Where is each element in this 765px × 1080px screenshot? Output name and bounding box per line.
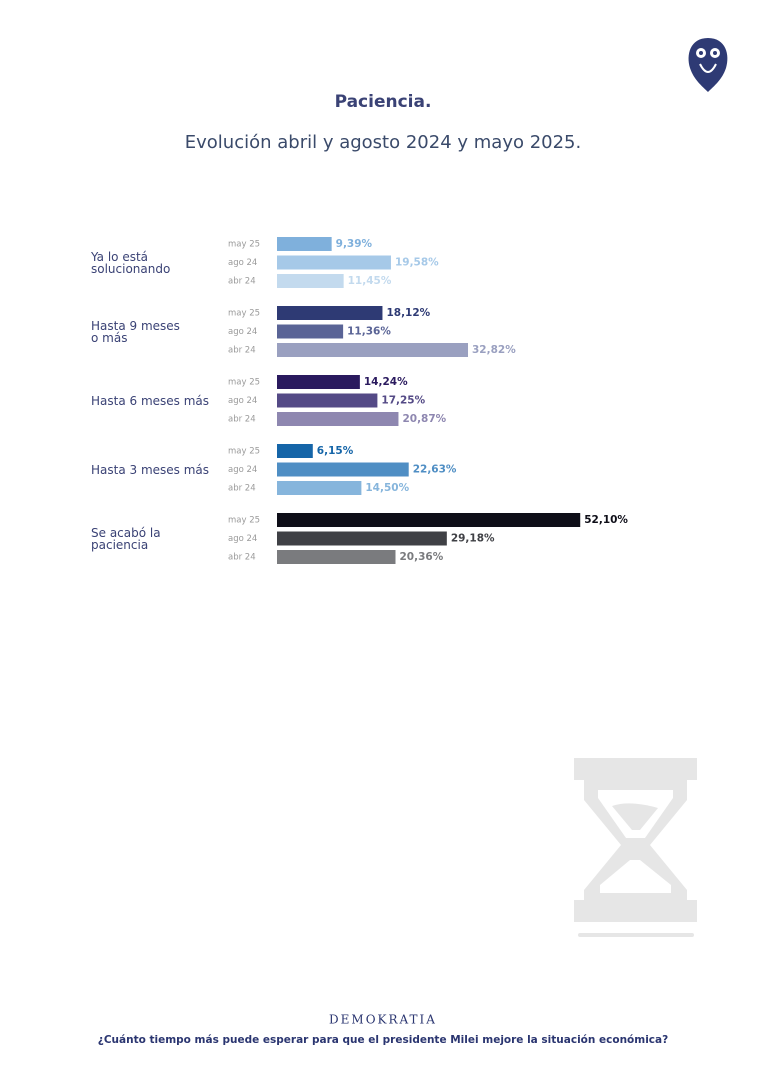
bar — [277, 444, 313, 458]
hourglass — [574, 758, 697, 937]
bar — [277, 324, 344, 339]
category-label: Ya lo está solucionando — [91, 249, 171, 276]
bar — [277, 481, 362, 495]
value-label: 29,18% — [451, 533, 495, 545]
bar — [277, 412, 399, 426]
value-label: 14,50% — [365, 482, 409, 494]
period-label: ago 24 — [228, 534, 257, 544]
category-label: Hasta 9 meses o más — [91, 318, 180, 345]
period-label: may 25 — [228, 447, 260, 457]
bar — [277, 550, 396, 564]
logo — [688, 38, 728, 92]
value-label: 19,58% — [395, 257, 439, 269]
value-label: 11,45% — [348, 275, 392, 287]
bar — [277, 237, 332, 251]
value-label: 22,63% — [413, 464, 457, 476]
bar — [277, 255, 391, 270]
chart-title: Paciencia. — [335, 92, 432, 112]
bar — [277, 531, 447, 546]
value-label: 20,36% — [399, 551, 443, 563]
value-label: 6,15% — [317, 445, 354, 457]
period-label: abr 24 — [228, 415, 256, 425]
period-label: ago 24 — [228, 396, 257, 406]
category-label: Hasta 6 meses más — [91, 393, 210, 408]
value-label: 52,10% — [584, 514, 628, 526]
bar — [277, 513, 581, 527]
period-label: may 25 — [228, 378, 260, 388]
value-label: 32,82% — [472, 344, 516, 356]
question: ¿Cuánto tiempo más puede esperar para qu… — [98, 1034, 668, 1046]
value-label: 17,25% — [381, 395, 425, 407]
period-label: may 25 — [228, 240, 260, 250]
period-label: ago 24 — [228, 327, 257, 337]
period-label: abr 24 — [228, 484, 256, 494]
period-label: may 25 — [228, 516, 260, 526]
bar — [277, 306, 383, 320]
category-label: Hasta 3 meses más — [91, 462, 210, 477]
value-label: 20,87% — [402, 413, 446, 425]
value-label: 11,36% — [347, 326, 391, 338]
value-label: 9,39% — [336, 238, 373, 250]
period-label: may 25 — [228, 309, 260, 319]
chart-subtitle: Evolución abril y agosto 2024 y mayo 202… — [185, 132, 581, 153]
value-label: 14,24% — [364, 376, 408, 388]
bar — [277, 375, 360, 389]
value-label: 18,12% — [386, 307, 430, 319]
bar — [277, 462, 409, 477]
period-label: abr 24 — [228, 553, 256, 563]
period-label: ago 24 — [228, 258, 257, 268]
bar — [277, 274, 344, 288]
bar — [277, 393, 378, 408]
brand: DEMOKRATIA — [329, 1013, 437, 1027]
category-label: Se acabó la paciencia — [91, 525, 161, 552]
period-label: ago 24 — [228, 465, 257, 475]
bar — [277, 343, 469, 357]
period-label: abr 24 — [228, 346, 256, 356]
period-label: abr 24 — [228, 277, 256, 287]
